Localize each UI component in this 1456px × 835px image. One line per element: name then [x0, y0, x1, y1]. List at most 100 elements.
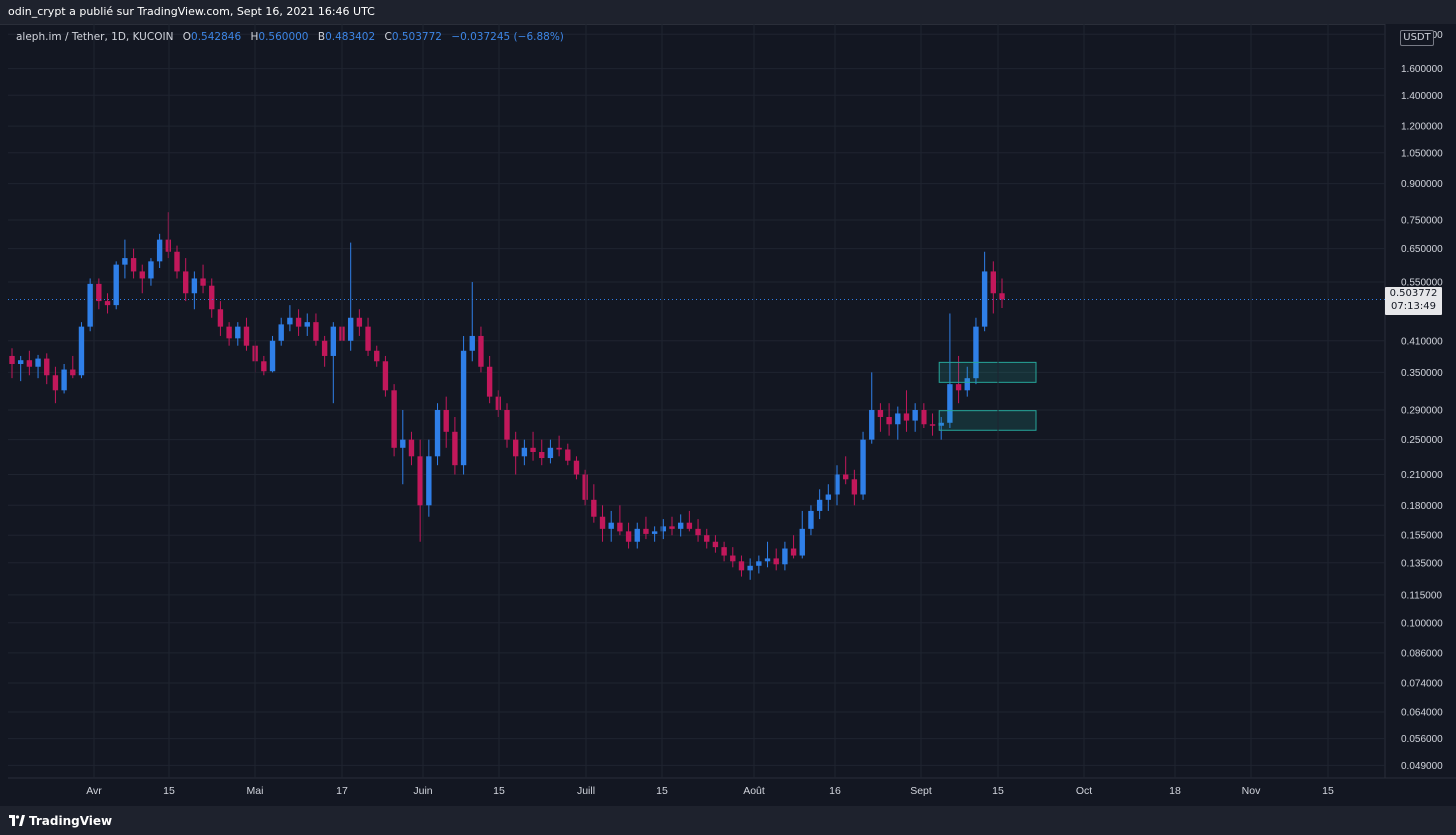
x-tick-label: Sept — [910, 785, 932, 797]
candle — [478, 326, 484, 373]
symbol-legend: aleph.im / Tether, 1D, KUCOIN O0.542846 … — [16, 31, 564, 43]
chart-area[interactable]: 1.9000001.6000001.4000001.2000001.050000… — [8, 24, 1456, 802]
candle — [9, 348, 15, 379]
support-zone-box[interactable] — [938, 410, 1037, 431]
candle-body — [591, 499, 597, 517]
candle — [443, 396, 449, 448]
change-value: −0.037245 (−6.88%) — [451, 31, 564, 43]
candle-body — [599, 516, 606, 529]
candle — [773, 548, 779, 571]
candle — [530, 431, 536, 461]
candle-body — [156, 239, 163, 262]
candle-body — [313, 322, 319, 341]
candle — [356, 309, 363, 336]
candle-body — [330, 326, 337, 356]
candle — [921, 403, 927, 428]
close-value: 0.503772 — [391, 31, 442, 43]
x-tick-label: Oct — [1076, 785, 1092, 797]
candle — [816, 489, 823, 520]
candle — [756, 555, 762, 574]
candle-body — [165, 239, 172, 252]
candle-body — [947, 384, 953, 423]
candle-body — [695, 528, 701, 536]
candle-body — [782, 548, 788, 565]
candle-body — [182, 271, 189, 294]
x-tick-label: 16 — [829, 785, 841, 797]
candle — [261, 355, 267, 376]
candle-body — [808, 510, 814, 529]
x-tick-label: 15 — [493, 785, 505, 797]
candle — [625, 522, 632, 549]
candle-body — [122, 258, 128, 265]
support-zone-box[interactable] — [938, 361, 1037, 383]
candle — [738, 555, 745, 577]
candle — [87, 278, 93, 332]
candle-body — [200, 278, 206, 286]
candle — [382, 355, 389, 397]
y-tick-label: 0.115000 — [1401, 590, 1442, 601]
candle — [452, 416, 458, 475]
candle — [209, 278, 215, 318]
price-axis-panel[interactable] — [1385, 24, 1456, 802]
y-tick-label: 0.290000 — [1401, 405, 1443, 416]
candle-body — [851, 479, 858, 495]
candle-body — [660, 526, 667, 532]
candle-body — [973, 326, 979, 379]
candle-body — [669, 526, 675, 529]
candle-body — [938, 422, 944, 426]
candle — [651, 526, 658, 542]
candle-body — [869, 409, 875, 440]
y-tick-label: 1.200000 — [1401, 122, 1443, 133]
candle — [721, 541, 727, 562]
candle — [313, 313, 319, 346]
x-tick-label: Août — [743, 785, 765, 797]
currency-unit-button[interactable]: USDT — [1400, 30, 1434, 46]
y-tick-label: 0.350000 — [1401, 368, 1443, 379]
candle — [200, 264, 206, 294]
candle-body — [651, 531, 658, 534]
candle — [764, 541, 771, 568]
candle-body — [408, 439, 415, 457]
candle — [521, 439, 528, 466]
candle — [730, 547, 736, 568]
candle-body — [365, 326, 371, 351]
candle — [599, 505, 606, 542]
candle — [400, 409, 406, 485]
candle — [539, 439, 545, 466]
y-tick-label: 0.135000 — [1401, 558, 1443, 569]
candle — [156, 233, 163, 269]
candle — [999, 278, 1005, 309]
candle-body — [374, 350, 380, 362]
candle-body — [921, 409, 927, 425]
candle-body — [217, 309, 224, 327]
candle — [130, 248, 137, 279]
candle-body — [756, 561, 762, 566]
x-tick-label: 15 — [656, 785, 668, 797]
candle-body — [512, 439, 519, 457]
candle — [747, 558, 753, 580]
candle-body — [730, 555, 736, 562]
candle-body — [78, 326, 85, 376]
candle-body — [643, 528, 649, 534]
candle-body — [964, 378, 970, 391]
tradingview-logo[interactable]: TradingView — [9, 814, 112, 828]
candle-body — [347, 317, 354, 341]
open-label: O — [182, 31, 192, 43]
candle — [269, 335, 276, 373]
candle-body — [469, 335, 475, 351]
candle — [17, 355, 24, 382]
footer-bar: TradingView — [0, 806, 1456, 835]
candle-body — [52, 375, 59, 391]
candle — [217, 301, 224, 336]
candle — [486, 355, 493, 404]
candle-body — [721, 547, 727, 556]
candle-body — [174, 251, 180, 272]
candle-body — [243, 326, 250, 346]
candle — [912, 403, 918, 432]
candle-body — [712, 541, 719, 548]
candle-body — [608, 522, 614, 529]
y-tick-label: 1.050000 — [1401, 148, 1443, 159]
y-tick-label: 0.180000 — [1401, 501, 1443, 512]
last-price-label: 0.503772 07:13:49 — [1385, 287, 1442, 315]
price-chart[interactable]: 1.9000001.6000001.4000001.2000001.050000… — [8, 24, 1456, 802]
